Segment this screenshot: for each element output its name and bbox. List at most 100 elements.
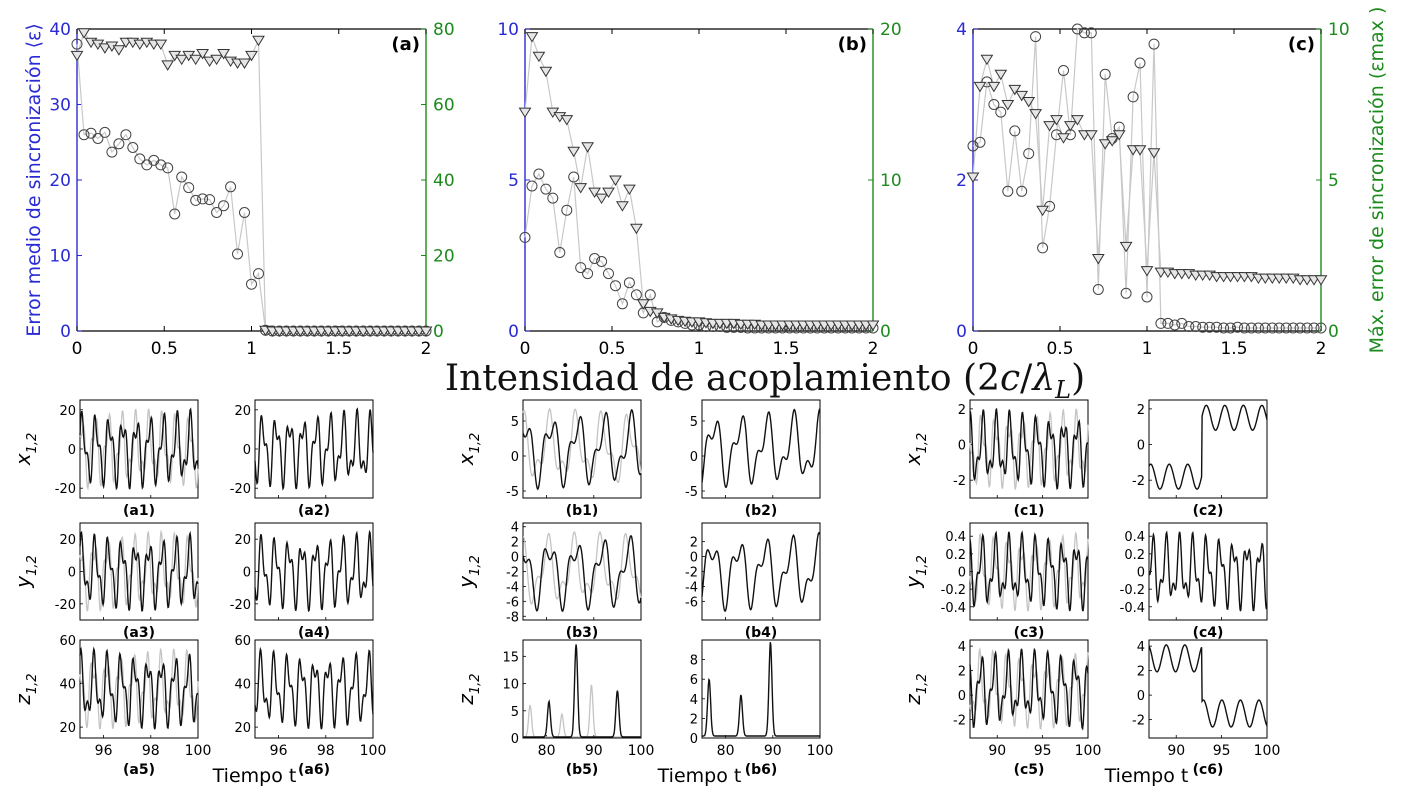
mean-error-point (1238, 322, 1250, 334)
time-series-panel (254, 399, 374, 499)
y-tick-label: 0 (958, 689, 966, 704)
max-error-point (1008, 84, 1022, 96)
mean-error-point (561, 204, 573, 216)
max-error-point (154, 39, 168, 51)
y-tick-label: 0.4 (945, 530, 966, 545)
series-line-circle (76, 44, 426, 332)
x-tick-label: 1 (1142, 339, 1153, 359)
x-tick-label: 95 (1034, 743, 1052, 759)
y-tick-label: 40 (234, 678, 251, 693)
y-tick-label-right: 0 (433, 322, 444, 342)
mean-error-point (1266, 322, 1278, 334)
mean-error-point (1183, 321, 1195, 332)
max-error-point (609, 175, 622, 186)
y-tick-label-right: 60 (433, 96, 455, 116)
x-tick-label: 1 (694, 339, 705, 359)
row-y-label-sub: 1,2 (25, 433, 40, 454)
row-y-label-var: y (901, 575, 925, 589)
time-axis-label: Tiempo t (657, 765, 742, 787)
y-tick-label-left: 40 (49, 20, 71, 40)
y-tick-label-left: 2 (956, 171, 967, 191)
trace-dark (1148, 404, 1268, 490)
mean-error-point (1197, 321, 1209, 333)
x-tick-label: 95 (1213, 743, 1231, 759)
subpanel-label: (c5) (1014, 762, 1045, 778)
sync-panel-c (966, 23, 1328, 334)
row-y-label-var: x (901, 453, 925, 466)
y-tick-label: -2 (953, 474, 966, 489)
row-y-label-sub: 1,2 (468, 433, 483, 454)
y-tick-label: -2 (953, 714, 966, 729)
mean-error-point (1127, 91, 1139, 103)
y-tick-label: 2 (690, 536, 698, 551)
max-error-point (532, 51, 546, 63)
trace-dark (79, 407, 199, 491)
subpanel-label: (a6) (298, 762, 330, 778)
x-tick-label: 90 (988, 743, 1006, 759)
y-tick-label-left: 0 (956, 322, 967, 342)
panel-label: (a) (391, 34, 420, 55)
y-tick-label: -20 (55, 598, 76, 613)
mean-error-point (1071, 23, 1083, 35)
mean-error-point (1287, 322, 1299, 334)
mean-error-point (1252, 322, 1264, 334)
y-tick-label: 20 (59, 404, 76, 419)
trace-light (522, 531, 642, 605)
x-tick-label: 100 (185, 743, 212, 759)
subpanel-label: (a3) (123, 625, 155, 641)
max-error-point (1133, 145, 1147, 156)
y-tick-label-right: 80 (433, 20, 455, 40)
mean-error-point (1141, 291, 1153, 303)
mean-error-point (1301, 322, 1313, 334)
max-error-point (1084, 130, 1098, 141)
y-tick-label-right: 0 (880, 322, 891, 342)
panel-frame (1148, 399, 1268, 499)
y-tick-label: 0 (958, 566, 966, 581)
subpanel-label: (c2) (1193, 503, 1224, 519)
trace-dark (701, 531, 821, 613)
row-y-label-sub: 1,2 (915, 673, 930, 694)
max-error-point (866, 320, 880, 331)
y-tick-label-left: 30 (49, 96, 71, 116)
mean-error-point (616, 298, 628, 310)
row-y-label-var: z (901, 694, 925, 706)
y-tick-label: -2 (685, 566, 698, 581)
y-tick-label: -6 (685, 595, 698, 610)
mean-error-point (197, 193, 209, 205)
mean-error-point (1259, 322, 1271, 334)
subpanel-label: (b5) (566, 762, 599, 778)
y-tick-label: 2 (958, 403, 966, 418)
max-error-point (1064, 121, 1077, 132)
y-tick-label: 0 (68, 566, 76, 581)
row-y-label-var: z (454, 694, 478, 706)
y-tick-label: -2 (506, 566, 519, 581)
y-tick-label-left: 10 (497, 20, 519, 40)
y-tick-label: 4 (511, 521, 519, 536)
y-tick-label: -0.4 (941, 601, 966, 616)
x-tick-label: 80 (717, 743, 735, 759)
x-tick-label: 96 (270, 743, 288, 759)
trace-dark (79, 530, 199, 612)
mean-error-point (239, 207, 250, 218)
mean-error-point (1232, 321, 1243, 333)
max-error-point (588, 187, 601, 199)
title-part: Intensidad de acoplamiento (2 (445, 358, 1000, 399)
row-y-label-var: x (454, 453, 478, 466)
panel-label: (c) (1288, 34, 1315, 55)
y-tick-label: 20 (234, 404, 251, 419)
y-tick-label: 0.2 (945, 548, 966, 563)
mean-error-point (106, 146, 118, 158)
max-error-point (203, 56, 216, 68)
y-tick-label: 0 (1137, 689, 1145, 704)
x-tick-label: 1.5 (325, 339, 352, 359)
max-error-point (973, 81, 987, 93)
max-error-point (1029, 109, 1042, 120)
mean-error-point (1294, 322, 1306, 334)
mean-error-point (120, 129, 132, 141)
x-tick-label: 0.5 (598, 339, 625, 359)
mean-error-point (1190, 321, 1202, 332)
mean-error-point (1058, 65, 1069, 76)
time-series-panel (522, 522, 642, 621)
title-part: c (1000, 358, 1020, 399)
